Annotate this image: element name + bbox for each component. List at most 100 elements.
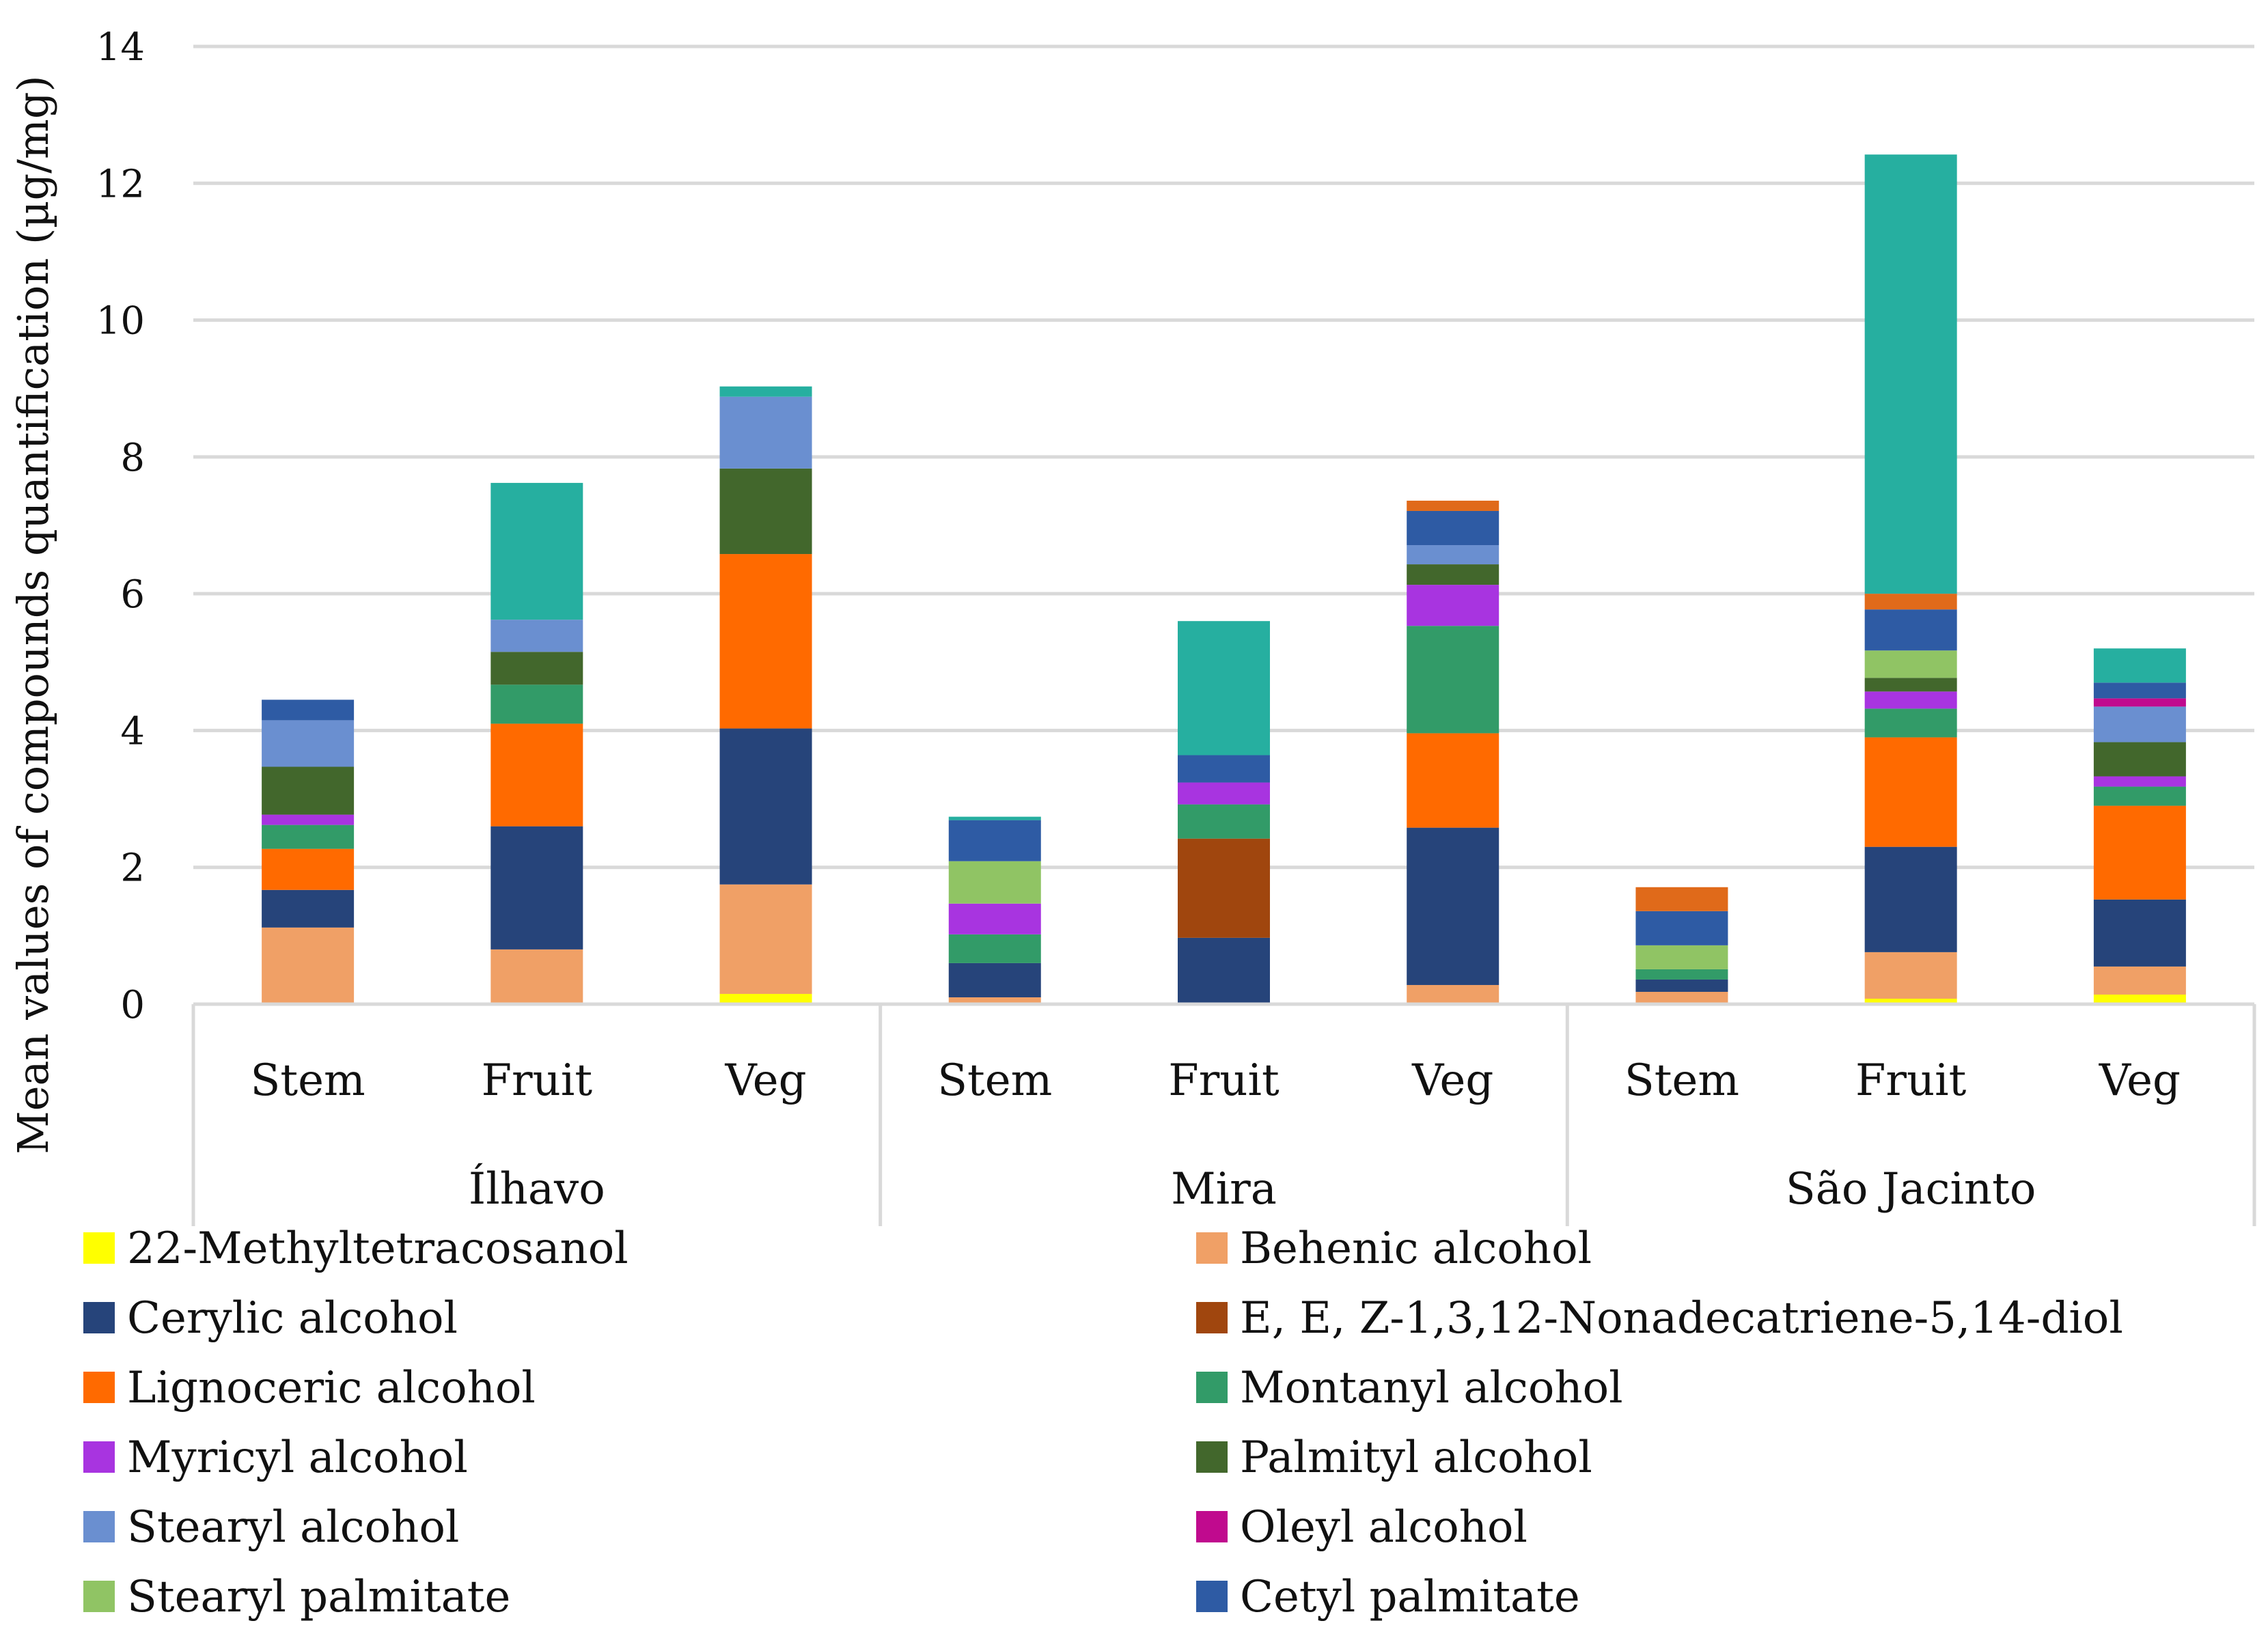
bar-segment bbox=[262, 720, 355, 767]
bar-segment bbox=[1407, 500, 1499, 511]
bar-segment bbox=[2093, 966, 2186, 995]
group-label: Ílhavo bbox=[469, 1163, 605, 1215]
legend-swatch bbox=[83, 1441, 115, 1473]
bar-segment bbox=[2093, 994, 2186, 1004]
legend-item: E, E, Z-1,3,12-Nonadecatriene-5,14-diol bbox=[1196, 1293, 2123, 1344]
legend-swatch bbox=[1196, 1441, 1228, 1473]
bar-segment bbox=[1407, 733, 1499, 828]
category-label: Fruit bbox=[1168, 1055, 1280, 1106]
bar-segment bbox=[490, 620, 583, 652]
bar-segment bbox=[719, 728, 812, 885]
bar-segment bbox=[1407, 510, 1499, 546]
y-tick-label: 10 bbox=[96, 299, 145, 344]
y-tick-label: 0 bbox=[120, 983, 145, 1027]
bar-segment bbox=[719, 884, 812, 994]
legend-label: Stearyl alcohol bbox=[127, 1502, 459, 1553]
category-label: Stem bbox=[251, 1055, 365, 1106]
bar-segment bbox=[1864, 998, 1957, 1004]
legend-label: Cerylic alcohol bbox=[127, 1293, 458, 1344]
legend-item: Cerylic alcohol bbox=[83, 1293, 458, 1344]
category-label: Veg bbox=[2099, 1055, 2181, 1106]
legend-label: Palmityl alcohol bbox=[1240, 1432, 1592, 1483]
bar-segment bbox=[262, 927, 355, 1004]
legend-item: Behenic alcohol bbox=[1196, 1223, 1592, 1274]
bar-segment bbox=[1864, 609, 1957, 651]
legend-label: E, E, Z-1,3,12-Nonadecatriene-5,14-diol bbox=[1240, 1293, 2123, 1344]
bar-segment bbox=[262, 824, 355, 849]
bar-segment bbox=[1635, 969, 1728, 980]
legend-label: Oleyl alcohol bbox=[1240, 1502, 1527, 1553]
bar-segment bbox=[1864, 708, 1957, 738]
category-label: Veg bbox=[1411, 1055, 1493, 1106]
category-label: Fruit bbox=[482, 1055, 593, 1106]
bars bbox=[262, 154, 2186, 1004]
legend-item: 22-Methyltetracosanol bbox=[83, 1223, 628, 1274]
bar-segment bbox=[2093, 742, 2186, 777]
bar-segment bbox=[948, 861, 1041, 904]
legend-label: 22-Methyltetracosanol bbox=[127, 1223, 628, 1274]
bar-segment bbox=[490, 723, 583, 827]
legend-label: Myricyl alcohol bbox=[127, 1432, 468, 1483]
y-tick-label: 8 bbox=[120, 436, 145, 480]
bar-segment bbox=[2093, 706, 2186, 743]
bar-segment bbox=[2093, 786, 2186, 806]
bar-segment bbox=[490, 826, 583, 950]
y-tick-label: 14 bbox=[96, 25, 145, 70]
bar-segment bbox=[1635, 991, 1728, 1004]
legend-label: Stearyl palmitate bbox=[127, 1572, 510, 1622]
bar-segment bbox=[2093, 682, 2186, 699]
bar-segment bbox=[262, 848, 355, 890]
bar-segment bbox=[1864, 846, 1957, 952]
bar-segment bbox=[2093, 776, 2186, 787]
bar-segment bbox=[948, 816, 1041, 820]
bar-segment bbox=[2093, 805, 2186, 900]
legend-label: Lignoceric alcohol bbox=[127, 1363, 536, 1413]
legend-swatch bbox=[83, 1302, 115, 1333]
legend: 22-Methyltetracosanol Behenic alcohol Cery… bbox=[83, 1223, 2123, 1622]
category-label: Stem bbox=[937, 1055, 1052, 1106]
x-axis: Stem Fruit Veg Stem Fruit Veg Stem Fruit Veg Ílha… bbox=[191, 1002, 2256, 1226]
bar-segment bbox=[719, 396, 812, 469]
bar-segment bbox=[262, 766, 355, 815]
bar-segment bbox=[490, 684, 583, 724]
bar-segment bbox=[262, 889, 355, 928]
legend-swatch bbox=[1196, 1372, 1228, 1403]
legend-item: Montanyl alcohol bbox=[1196, 1363, 1623, 1413]
legend-item: Palmityl alcohol bbox=[1196, 1432, 1592, 1483]
bar-segment bbox=[2093, 698, 2186, 707]
bar-segment bbox=[262, 699, 355, 721]
bar-segment bbox=[1635, 979, 1728, 992]
bar-segment bbox=[948, 903, 1041, 934]
legend-item: Myricyl alcohol bbox=[83, 1432, 468, 1483]
legend-item: Oleyl alcohol bbox=[1196, 1502, 1527, 1553]
bar-segment bbox=[1864, 737, 1957, 847]
bar-segment bbox=[948, 962, 1041, 997]
legend-item: Cetyl palmitate bbox=[1196, 1572, 1580, 1622]
bar-segment bbox=[1864, 650, 1957, 678]
legend-item: Lignoceric alcohol bbox=[83, 1363, 536, 1413]
bar-segment bbox=[1178, 804, 1270, 839]
bar-segment bbox=[490, 482, 583, 620]
y-tick-label: 6 bbox=[120, 572, 145, 617]
bar-segment bbox=[1178, 755, 1270, 783]
legend-item: Stearyl palmitate bbox=[83, 1572, 510, 1622]
legend-swatch bbox=[1196, 1302, 1228, 1333]
bar-segment bbox=[490, 949, 583, 1004]
y-tick-label: 4 bbox=[120, 709, 145, 753]
category-label: Fruit bbox=[1855, 1055, 1967, 1106]
bar-segment bbox=[1178, 937, 1270, 1004]
bar-segment bbox=[1407, 984, 1499, 1004]
bar-segment bbox=[948, 820, 1041, 861]
bar-segment bbox=[490, 652, 583, 685]
legend-swatch bbox=[83, 1511, 115, 1542]
bar-segment bbox=[1635, 911, 1728, 945]
bar-segment bbox=[948, 934, 1041, 963]
bar-segment bbox=[1407, 626, 1499, 734]
legend-swatch bbox=[83, 1372, 115, 1403]
category-label: Stem bbox=[1624, 1055, 1739, 1106]
group-label: São Jacinto bbox=[1786, 1164, 2036, 1215]
group-label: Mira bbox=[1171, 1164, 1277, 1215]
bar-segment bbox=[1178, 621, 1270, 756]
legend-swatch bbox=[83, 1232, 115, 1264]
